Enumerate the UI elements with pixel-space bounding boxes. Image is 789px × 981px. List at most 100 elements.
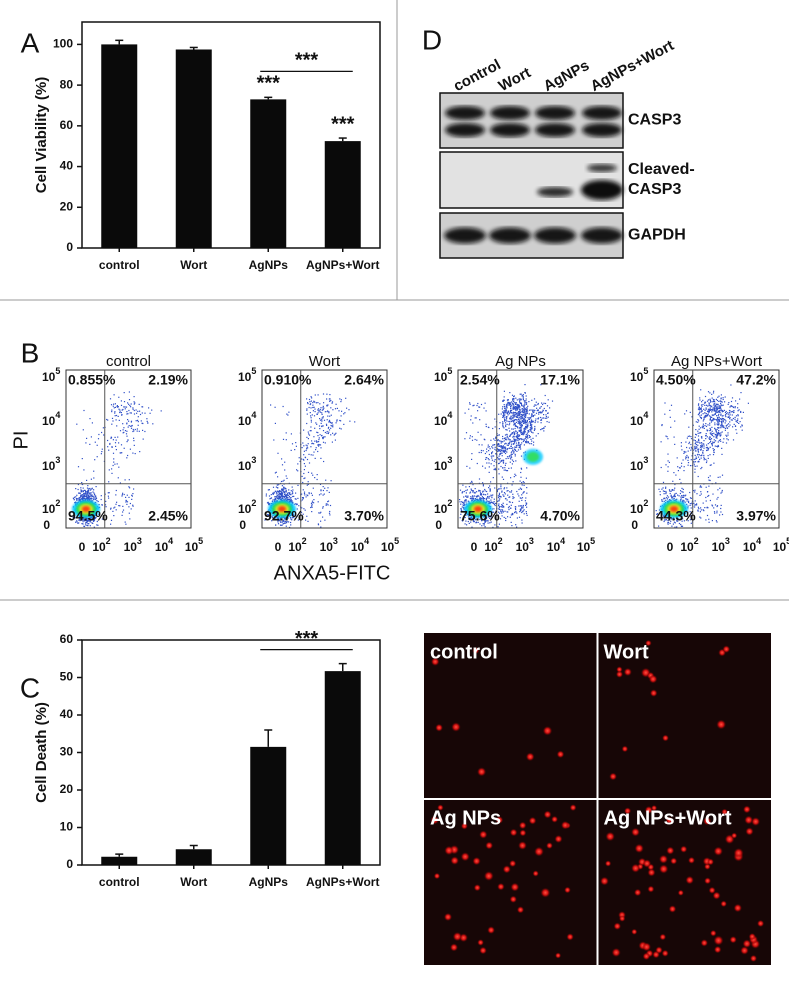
event (526, 442, 527, 443)
event (320, 447, 321, 448)
event (481, 494, 482, 495)
event (329, 421, 330, 422)
event (690, 465, 691, 466)
event (536, 435, 537, 436)
event (529, 413, 530, 414)
event (316, 432, 317, 433)
event (314, 407, 315, 408)
event (284, 499, 285, 500)
event (509, 439, 510, 440)
event (531, 427, 532, 428)
event (272, 501, 273, 502)
event (713, 401, 714, 402)
event (526, 424, 527, 425)
event (703, 409, 704, 410)
event (680, 493, 681, 494)
event (717, 404, 718, 405)
event (530, 417, 531, 418)
event (524, 482, 525, 483)
event (504, 492, 505, 493)
event (538, 418, 539, 419)
event (534, 411, 535, 412)
event (695, 500, 696, 501)
event (311, 420, 312, 421)
event (715, 411, 716, 412)
event (735, 407, 736, 408)
event (499, 428, 500, 429)
event (489, 459, 490, 460)
event (139, 411, 140, 412)
panel-label: B (21, 337, 40, 368)
event (504, 406, 505, 407)
event (123, 432, 124, 433)
event (515, 460, 516, 461)
event (532, 411, 533, 412)
event (511, 490, 512, 491)
event (80, 487, 81, 488)
event (137, 420, 138, 421)
event (81, 482, 82, 483)
event (710, 418, 711, 419)
event (700, 427, 701, 428)
event (304, 494, 305, 495)
event (525, 410, 526, 411)
event (680, 497, 681, 498)
event (667, 498, 668, 499)
event (698, 507, 699, 508)
event (741, 418, 742, 419)
event (507, 456, 508, 457)
event (326, 490, 327, 491)
event (321, 423, 322, 424)
event (329, 513, 330, 514)
event (522, 425, 523, 426)
event (726, 427, 727, 428)
event (497, 435, 498, 436)
event (706, 409, 707, 410)
event (479, 478, 480, 479)
event (542, 418, 543, 419)
event (535, 418, 536, 419)
event (704, 412, 705, 413)
quadrant-percent: 0.855% (68, 372, 116, 388)
event (330, 400, 331, 401)
event (285, 496, 286, 497)
event (510, 477, 511, 478)
event (518, 413, 519, 414)
event (518, 414, 519, 415)
event (732, 414, 733, 415)
event (514, 423, 515, 424)
event (76, 424, 77, 425)
tick-label: 104 (42, 410, 60, 428)
event (505, 447, 506, 448)
event (518, 443, 519, 444)
event (475, 492, 476, 493)
event (538, 403, 539, 404)
event (117, 405, 118, 406)
event (513, 408, 514, 409)
event (344, 412, 345, 413)
event (341, 399, 342, 400)
event (499, 473, 500, 474)
event (702, 404, 703, 405)
event (730, 405, 731, 406)
event (722, 411, 723, 412)
event (500, 488, 501, 489)
event (127, 455, 128, 456)
event (510, 439, 511, 440)
event (728, 426, 729, 427)
event (505, 520, 506, 521)
event (714, 439, 715, 440)
event (699, 407, 700, 408)
event (127, 441, 128, 442)
event (289, 493, 290, 494)
event (86, 480, 87, 481)
event (713, 433, 714, 434)
event (468, 409, 469, 410)
event (695, 443, 696, 444)
event (282, 464, 283, 465)
event (510, 418, 511, 419)
scatter-plot: Ag NPs2.54%17.1%75.6%4.70%01021031041050… (434, 353, 595, 554)
event (488, 447, 489, 448)
event (349, 421, 350, 422)
event (465, 490, 466, 491)
